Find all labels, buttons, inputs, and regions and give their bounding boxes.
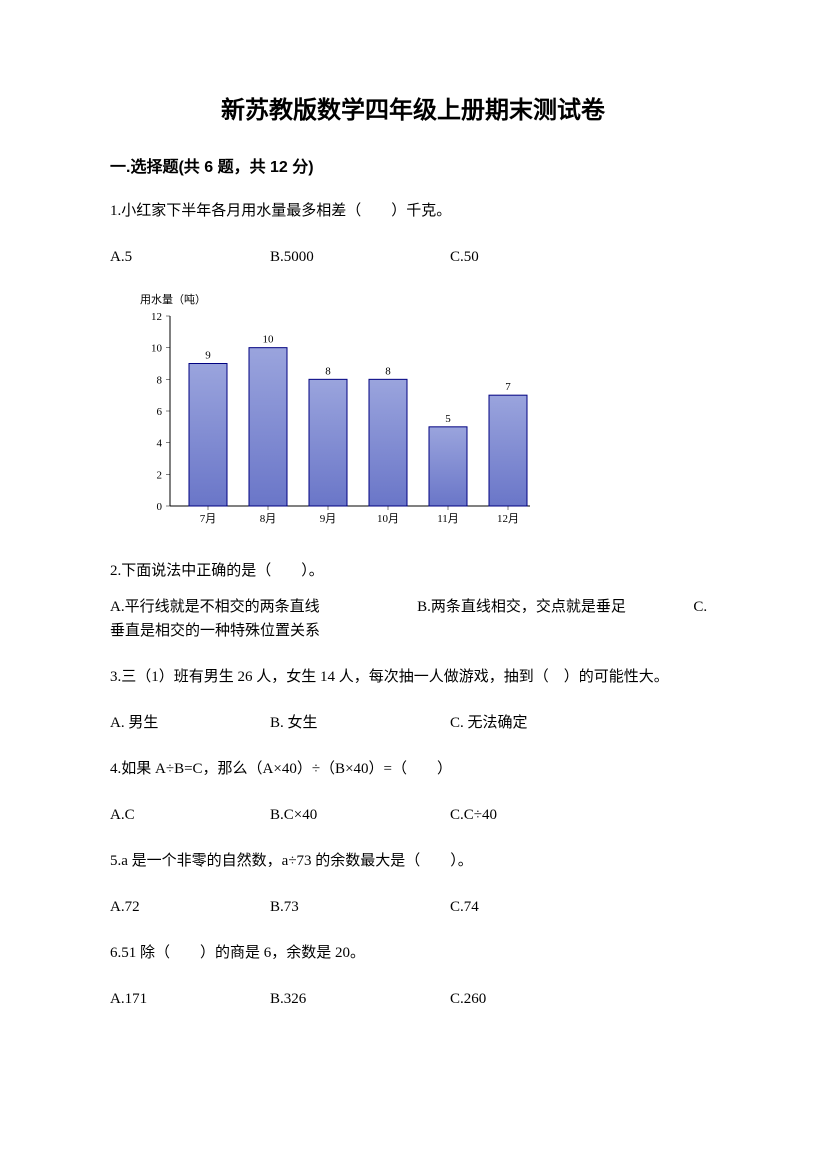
svg-text:8月: 8月	[260, 513, 277, 525]
svg-text:9月: 9月	[320, 513, 337, 525]
svg-text:11月: 11月	[437, 513, 459, 525]
q1-opt-a: A.5	[110, 245, 270, 269]
svg-text:7: 7	[505, 381, 511, 393]
bar-12月	[489, 395, 527, 506]
q5-options: A.72 B.73 C.74	[110, 895, 716, 919]
chart-axis-title: 用水量（吨）	[140, 291, 206, 307]
q4-opt-a: A.C	[110, 803, 270, 827]
q2-options: A.平行线就是不相交的两条直线 B.两条直线相交，交点就是垂足 C.垂直是相交的…	[110, 595, 716, 643]
water-usage-chart: 用水量（吨） 0 2 4 6 8 10 12 9 7月 10 8月 8 9月 8 10月 5 11月 7 12月	[130, 291, 716, 531]
svg-text:8: 8	[157, 374, 163, 386]
q2-opt-b: B.两条直线相交，交点就是垂足	[417, 599, 626, 615]
bar-7月	[189, 364, 227, 507]
q3-opt-c: C. 无法确定	[450, 711, 630, 735]
q4-opt-c: C.C÷40	[450, 803, 630, 827]
svg-text:10: 10	[263, 334, 275, 346]
svg-text:7月: 7月	[200, 513, 217, 525]
q5-opt-a: A.72	[110, 895, 270, 919]
q4-options: A.C B.C×40 C.C÷40	[110, 803, 716, 827]
svg-text:9: 9	[205, 350, 211, 362]
bar-10月	[369, 379, 407, 506]
page-title: 新苏教版数学四年级上册期末测试卷	[110, 90, 716, 125]
svg-text:10: 10	[151, 343, 163, 355]
svg-text:6: 6	[157, 406, 163, 418]
q4-text: 4.如果 A÷B=C，那么（A×40）÷（B×40）=（ ）	[110, 757, 716, 781]
svg-text:12: 12	[151, 311, 162, 323]
q1-text: 1.小红家下半年各月用水量最多相差（ ）千克。	[110, 199, 716, 223]
svg-text:2: 2	[157, 469, 163, 481]
q4-opt-b: B.C×40	[270, 803, 450, 827]
bar-11月	[429, 427, 467, 506]
section-1-header: 一.选择题(共 6 题，共 12 分)	[110, 153, 716, 177]
q6-text: 6.51 除（ ）的商是 6，余数是 20。	[110, 941, 716, 965]
q6-opt-a: A.171	[110, 987, 270, 1011]
q2-text: 2.下面说法中正确的是（ ）。	[110, 559, 716, 583]
svg-text:4: 4	[157, 438, 163, 450]
q1-opt-b: B.5000	[270, 245, 450, 269]
svg-text:8: 8	[325, 365, 331, 377]
svg-text:8: 8	[385, 365, 391, 377]
q1-opt-c: C.50	[450, 245, 630, 269]
q6-opt-c: C.260	[450, 987, 630, 1011]
svg-text:5: 5	[445, 413, 451, 425]
svg-text:10月: 10月	[377, 513, 399, 525]
bar-chart: 用水量（吨） 0 2 4 6 8 10 12 9 7月 10 8月 8 9月 8 10月 5 11月 7 12月	[130, 291, 540, 531]
q6-opt-b: B.326	[270, 987, 450, 1011]
svg-text:0: 0	[157, 501, 163, 513]
chart-svg: 0 2 4 6 8 10 12 9 7月 10 8月 8 9月 8 10月 5 11月 7 12月	[130, 291, 540, 531]
q5-opt-b: B.73	[270, 895, 450, 919]
bar-8月	[249, 348, 287, 506]
bar-9月	[309, 379, 347, 506]
q3-opt-a: A. 男生	[110, 711, 270, 735]
q3-text: 3.三（1）班有男生 26 人，女生 14 人，每次抽一人做游戏，抽到（ ）的可…	[110, 665, 716, 689]
q5-opt-c: C.74	[450, 895, 630, 919]
q5-text: 5.a 是一个非零的自然数，a÷73 的余数最大是（ ）。	[110, 849, 716, 873]
q3-opt-b: B. 女生	[270, 711, 450, 735]
exam-page: 新苏教版数学四年级上册期末测试卷 一.选择题(共 6 题，共 12 分) 1.小…	[0, 0, 826, 1169]
q1-options: A.5 B.5000 C.50	[110, 245, 716, 269]
q6-options: A.171 B.326 C.260	[110, 987, 716, 1011]
svg-text:12月: 12月	[497, 513, 519, 525]
q2-opt-a: A.平行线就是不相交的两条直线	[110, 599, 320, 615]
q3-options: A. 男生 B. 女生 C. 无法确定	[110, 711, 716, 735]
